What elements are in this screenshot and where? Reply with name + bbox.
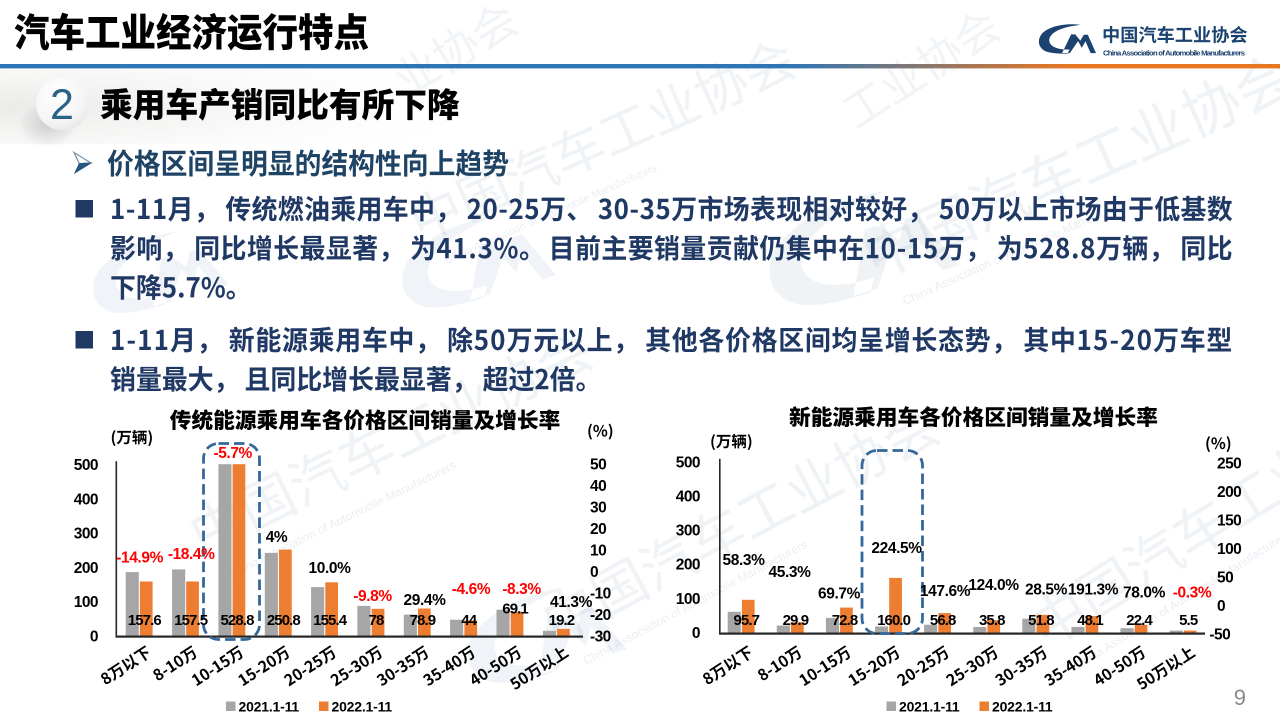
svg-text:500: 500 [74,457,98,474]
svg-text:20: 20 [590,521,606,538]
svg-text:2021.1-11: 2021.1-11 [239,699,300,715]
svg-text:2021.1-11: 2021.1-11 [899,699,960,715]
svg-text:100: 100 [74,594,98,611]
svg-text:200: 200 [676,557,700,574]
svg-text:224.5%: 224.5% [871,540,922,557]
svg-text:40: 40 [590,478,606,495]
svg-text:-0.3%: -0.3% [1173,585,1212,602]
svg-text:-4.6%: -4.6% [452,581,491,598]
svg-text:200: 200 [1217,484,1241,501]
svg-text:10: 10 [590,542,606,559]
svg-text:-8.3%: -8.3% [502,581,541,598]
svg-text:300: 300 [74,526,98,543]
svg-text:400: 400 [676,489,700,506]
svg-text:400: 400 [74,491,98,508]
svg-text:95.7: 95.7 [733,612,759,629]
svg-text:157.5: 157.5 [174,612,208,629]
svg-text:157.6: 157.6 [128,612,162,629]
svg-text:-10: -10 [590,585,611,602]
svg-text:45.3%: 45.3% [769,564,812,581]
svg-text:-20: -20 [590,607,611,624]
svg-text:0: 0 [692,625,700,642]
svg-text:-50: -50 [1209,626,1230,643]
svg-text:5.5: 5.5 [1179,612,1198,629]
svg-text:528.8: 528.8 [220,612,254,629]
svg-text:35.8: 35.8 [979,612,1005,629]
svg-text:69.1: 69.1 [502,601,528,618]
svg-text:China Association of Automobil: China Association of Automobile Manufact… [1103,49,1245,58]
svg-text:0: 0 [90,628,98,645]
svg-text:69.7%: 69.7% [818,586,861,603]
svg-text:2: 2 [50,81,74,129]
svg-text:124.0%: 124.0% [968,577,1019,594]
svg-text:-5.7%: -5.7% [213,445,252,462]
svg-text:41.3%: 41.3% [550,594,593,611]
svg-text:22.4: 22.4 [1126,612,1153,629]
svg-text:72.8: 72.8 [832,612,858,629]
svg-text:-14.9%: -14.9% [116,550,163,567]
svg-text:50: 50 [590,456,606,473]
svg-text:-30: -30 [590,628,611,645]
svg-text:44: 44 [461,612,477,629]
svg-text:29.9: 29.9 [783,612,809,629]
svg-text:-9.8%: -9.8% [353,588,392,605]
svg-text:500: 500 [676,455,700,472]
svg-text:191.3%: 191.3% [1068,582,1119,599]
svg-text:19.2: 19.2 [549,612,575,629]
svg-text:-18.4%: -18.4% [168,546,215,563]
svg-text:200: 200 [74,560,98,577]
svg-text:0: 0 [590,564,598,581]
svg-text:100: 100 [1217,541,1241,558]
svg-text:250.8: 250.8 [267,612,301,629]
svg-text:30: 30 [590,499,606,516]
svg-text:250: 250 [1217,455,1241,472]
svg-text:0: 0 [1217,598,1225,615]
svg-text:150: 150 [1217,512,1241,529]
svg-text:29.4%: 29.4% [404,592,447,609]
svg-text:100: 100 [676,591,700,608]
svg-text:160.0: 160.0 [877,612,911,629]
svg-text:28.5%: 28.5% [1025,582,1068,599]
svg-text:51.8: 51.8 [1028,612,1054,629]
svg-text:78: 78 [369,612,384,629]
svg-text:4%: 4% [266,529,288,546]
svg-text:48.1: 48.1 [1077,612,1103,629]
svg-text:2022.1-11: 2022.1-11 [332,699,393,715]
svg-text:2022.1-11: 2022.1-11 [992,699,1053,715]
svg-text:58.3%: 58.3% [723,552,766,569]
svg-text:78.9: 78.9 [410,612,436,629]
svg-text:300: 300 [676,523,700,540]
svg-text:155.4: 155.4 [313,612,348,629]
svg-text:147.6%: 147.6% [920,583,971,600]
svg-text:78.0%: 78.0% [1123,585,1166,602]
svg-text:56.8: 56.8 [930,612,956,629]
svg-text:9: 9 [1234,685,1246,710]
svg-text:10.0%: 10.0% [309,560,352,577]
svg-text:50: 50 [1217,569,1233,586]
